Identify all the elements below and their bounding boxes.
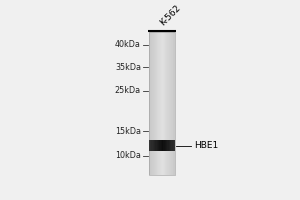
Bar — [166, 32, 167, 175]
Text: 25kDa: 25kDa — [115, 86, 141, 95]
Bar — [165, 140, 166, 151]
Text: 15kDa: 15kDa — [115, 127, 141, 136]
Bar — [162, 140, 164, 151]
Bar — [169, 140, 170, 151]
Bar — [159, 32, 160, 175]
Bar — [172, 140, 174, 151]
Bar — [164, 32, 165, 175]
Bar — [166, 140, 167, 151]
Bar — [157, 32, 158, 175]
Bar — [154, 140, 155, 151]
Bar — [163, 32, 164, 175]
Bar — [163, 140, 165, 151]
Bar — [172, 32, 173, 175]
Bar — [158, 140, 159, 151]
Bar — [152, 32, 153, 175]
Bar — [171, 140, 173, 151]
Bar — [148, 140, 150, 151]
Bar — [170, 32, 171, 175]
Bar — [148, 32, 150, 175]
Bar — [159, 140, 161, 151]
Bar — [173, 32, 175, 175]
Bar — [157, 140, 158, 151]
Bar — [152, 140, 154, 151]
Bar — [160, 140, 162, 151]
Bar — [172, 32, 174, 175]
Bar — [148, 32, 175, 175]
Bar — [174, 140, 176, 151]
Text: 35kDa: 35kDa — [115, 63, 141, 72]
Bar — [155, 32, 156, 175]
Text: K-562: K-562 — [158, 4, 182, 28]
Text: 10kDa: 10kDa — [115, 151, 141, 160]
Bar — [169, 32, 170, 175]
Bar — [158, 32, 159, 175]
Bar — [153, 32, 154, 175]
Bar — [165, 32, 166, 175]
Bar — [161, 32, 162, 175]
Text: HBE1: HBE1 — [194, 141, 219, 150]
Bar — [167, 32, 168, 175]
Bar — [174, 32, 175, 175]
Bar — [151, 140, 153, 151]
Bar — [167, 140, 169, 151]
Bar — [166, 32, 167, 175]
Text: 40kDa: 40kDa — [115, 40, 141, 49]
Bar — [160, 32, 161, 175]
Bar — [149, 32, 151, 175]
Bar — [171, 32, 172, 175]
Bar — [154, 32, 155, 175]
Bar — [150, 32, 152, 175]
Bar — [170, 140, 172, 151]
Bar — [162, 32, 163, 175]
Bar — [158, 32, 159, 175]
Bar — [150, 140, 152, 151]
Bar — [151, 32, 152, 175]
Bar — [156, 32, 157, 175]
Bar — [155, 140, 157, 151]
Bar — [168, 32, 169, 175]
